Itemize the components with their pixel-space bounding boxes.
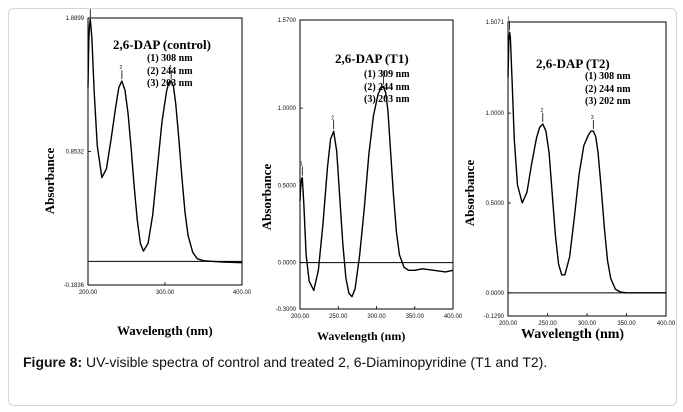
y-tick-label: 0.5000 — [486, 201, 505, 207]
y-tick-label: 0.0000 — [486, 291, 505, 297]
figure-frame: 3 2 1 1.8899 0.8532 -0.1836 200.00 300.00 400.00… — [8, 8, 677, 406]
x-tick-label: 200.00 — [291, 314, 310, 320]
x-tick-label: 200.00 — [79, 290, 98, 296]
y-axis-label: Absorbance — [462, 159, 477, 227]
peak-list: (1) 308 nm (2) 244 nm (3) 203 nm — [147, 53, 193, 91]
peak-list: (1) 308 nm (2) 244 nm (3) 202 nm — [585, 71, 631, 109]
y-tick-label: 0.8532 — [66, 149, 85, 155]
y-tick-label: 1.5071 — [486, 20, 505, 26]
y-tick-label: 1.8899 — [66, 16, 85, 22]
y-axis-label: Absorbance — [42, 147, 57, 215]
peak-marker-label: 1 — [300, 162, 303, 168]
chart-control: 3 2 1 1.8899 0.8532 -0.1836 200.00 300.00 400.00… — [9, 8, 252, 339]
spectrum-line — [87, 18, 243, 264]
peak-label: (2) 244 nm — [364, 81, 410, 93]
peak-label: (3) 203 nm — [364, 94, 410, 105]
chart-t2-svg: 3 2 11.5071 1.0000 0.5000 0.0000 -0.1290200.00… — [484, 16, 676, 327]
peak-marker-label: 3 — [381, 70, 384, 76]
peak-list: (1) 309 nm (2) 244 nm (3) 203 nm — [364, 69, 410, 107]
figure-caption: Figure 8: UV-visible spectra of control … — [23, 353, 673, 372]
x-tick-label: 400.00 — [657, 321, 676, 327]
peak-marker-label: 2 — [540, 108, 543, 114]
peak-label: (3) 202 nm — [585, 96, 631, 107]
y-tick-label: 1.0000 — [278, 106, 297, 112]
peak-label: (1) 309 nm — [364, 69, 410, 80]
x-tick-label: 350.00 — [617, 321, 636, 327]
x-tick-label: 400.00 — [444, 314, 463, 320]
peak-label: (2) 244 nm — [585, 83, 631, 95]
peak-marker-label: 2 — [119, 65, 122, 71]
x-tick-label: 300.00 — [156, 290, 175, 296]
peak-label: (1) 308 nm — [585, 71, 631, 82]
spectrum-line — [299, 85, 454, 298]
chart-t1: 3 2 1 1.5700 1.0000 0.5000 0.0000 -0.3000 200.00… — [249, 9, 463, 343]
x-tick-label: 350.00 — [406, 314, 425, 320]
x-tick-label: 400.00 — [233, 290, 252, 296]
y-axis-label: Absorbance — [259, 163, 274, 231]
caption-text: UV-visible spectra of control and treate… — [86, 354, 548, 370]
chart-t2: 3 2 1 1.5071 1.0000 0.5000 0.0000 -0.1290 200.00… — [459, 9, 676, 342]
peak-label: (2) 244 nm — [147, 65, 193, 77]
spectrum-line — [507, 31, 666, 294]
x-axis-label: Wavelength (nm) — [521, 327, 625, 342]
peak-marker-label: 3 — [169, 65, 172, 71]
chart-title: 2,6-DAP (T1) — [335, 51, 409, 66]
chart-t1-svg: 3 2 1 1.5700 1.0000 0.5000 0.0000 -0.3000200.00… — [276, 18, 463, 320]
peak-marker-label: 2 — [331, 115, 334, 121]
peak-marker-label: 3 — [591, 115, 594, 121]
chart-title: 2,6-DAP (control) — [113, 37, 211, 52]
peak-marker-label: 1 — [88, 8, 91, 9]
y-tick-label: -0.1836 — [64, 283, 85, 289]
y-tick-label: 0.5000 — [278, 183, 297, 189]
chart-title: 2,6-DAP (T2) — [536, 56, 610, 71]
x-axis-label: Wavelength (nm) — [117, 323, 213, 338]
x-tick-label: 200.00 — [499, 321, 518, 327]
y-tick-label: 1.5700 — [278, 18, 297, 24]
x-tick-label: 300.00 — [578, 321, 597, 327]
y-tick-label: 1.0000 — [486, 111, 505, 117]
x-tick-label: 250.00 — [538, 321, 557, 327]
y-tick-label: -0.1290 — [484, 314, 505, 320]
caption-label: Figure 8: — [23, 354, 83, 370]
x-tick-label: 300.00 — [367, 314, 386, 320]
y-tick-label: -0.3000 — [276, 307, 297, 313]
peak-marker-label: 1 — [507, 16, 510, 22]
peak-label: (3) 203 nm — [147, 78, 193, 89]
x-tick-label: 250.00 — [329, 314, 348, 320]
y-tick-label: 0.0000 — [278, 261, 297, 267]
peak-label: (1) 308 nm — [147, 53, 193, 64]
x-axis-label: Wavelength (nm) — [317, 329, 406, 343]
